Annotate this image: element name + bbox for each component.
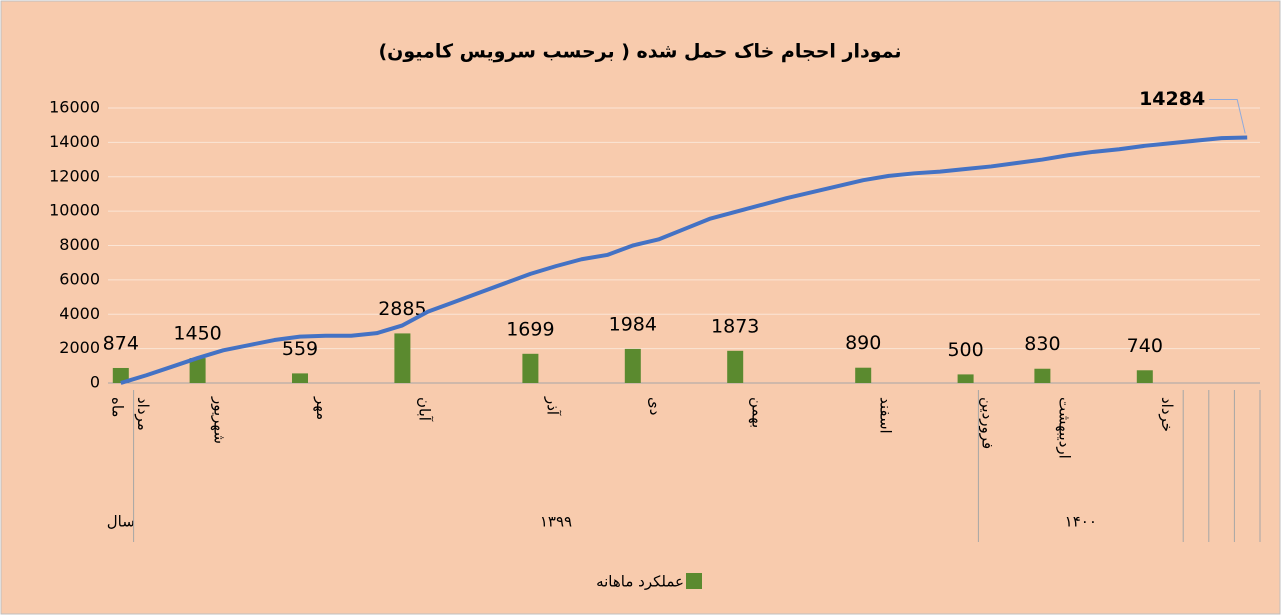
data-label: 830 <box>1024 333 1060 355</box>
y-tick-label: 2000 <box>59 338 100 357</box>
y-tick-label: 10000 <box>49 201 100 220</box>
x-tick-label: فروردین <box>979 397 997 449</box>
x-tick-label: اردیبهشت <box>1056 397 1074 459</box>
chart-title: نمودار احجام خاک حمل شده ( برحسب سرویس ک… <box>378 41 901 63</box>
legend-swatch <box>686 573 702 589</box>
y-tick-label: 14000 <box>49 132 100 151</box>
group-label: سال <box>107 513 135 531</box>
legend-label: عملکرد ماهانه <box>596 573 684 591</box>
data-label: 14284 <box>1139 88 1205 110</box>
data-label: 890 <box>845 332 881 354</box>
x-tick-label: دی <box>646 397 664 415</box>
bar <box>112 367 129 383</box>
bar <box>855 367 872 383</box>
bar <box>522 353 539 383</box>
y-tick-label: 8000 <box>59 235 100 254</box>
y-tick-label: 16000 <box>49 98 100 117</box>
y-tick-label: 0 <box>90 373 100 392</box>
y-tick-label: 4000 <box>59 304 100 323</box>
data-label: 740 <box>1127 335 1163 357</box>
data-label: 874 <box>103 332 139 354</box>
data-label: 2885 <box>378 298 426 320</box>
bar <box>1136 370 1153 383</box>
y-tick-label: 6000 <box>59 269 100 288</box>
x-tick-label: مرداد <box>134 397 152 431</box>
x-tick-label: بهمن <box>748 397 766 428</box>
data-label: 1699 <box>506 318 554 340</box>
group-label: ۱۳۹۹ <box>540 513 572 531</box>
x-tick-label: شهریور <box>211 396 229 444</box>
group-label: ۱۴۰۰ <box>1065 513 1097 531</box>
data-label: 559 <box>282 338 318 360</box>
x-tick-label: مهر <box>313 396 331 420</box>
data-label: 500 <box>947 339 983 361</box>
x-tick-label: اسفند <box>876 397 894 434</box>
bar <box>394 333 411 383</box>
bar <box>1034 368 1051 383</box>
bar <box>292 373 308 383</box>
leader-line <box>1209 98 1246 134</box>
data-label: 1450 <box>173 323 221 345</box>
bar <box>957 374 974 383</box>
data-label: 1984 <box>609 313 657 335</box>
bar <box>624 348 641 383</box>
bar <box>189 358 206 383</box>
y-tick-label: 12000 <box>49 166 100 185</box>
x-tick-label: خرداد <box>1158 397 1176 432</box>
bar <box>727 350 744 383</box>
x-tick-label: آبان <box>416 397 434 422</box>
x-tick-label: ماه <box>108 397 126 417</box>
line <box>120 135 1248 385</box>
data-label: 1873 <box>711 315 759 337</box>
x-tick-label: آذر <box>544 396 562 416</box>
